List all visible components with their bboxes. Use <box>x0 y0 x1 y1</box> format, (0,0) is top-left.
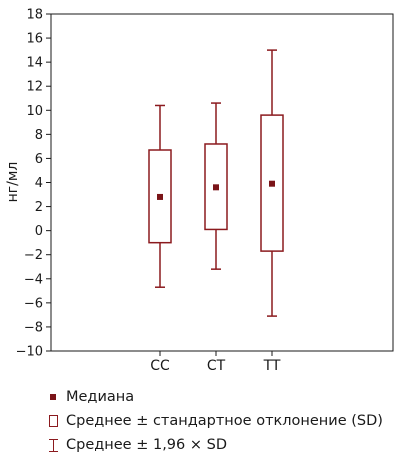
box-group <box>260 49 284 317</box>
y-axis: −10 −8 −6 −4 −2 0 2 4 6 8 10 12 14 16 18 <box>16 8 51 360</box>
y-tick-label: 18 <box>26 8 43 23</box>
box-symbol-icon <box>44 415 62 427</box>
legend-label-whisker: Среднее ± 1,96 × SD <box>66 437 227 453</box>
y-tick-label: 4 <box>35 176 43 191</box>
legend-item-whisker: Среднее ± 1,96 × SD <box>44 433 383 457</box>
y-axis-label: нг/мл <box>5 162 21 203</box>
median-marker <box>157 193 163 200</box>
y-tick-label: 10 <box>26 104 43 119</box>
y-tick-label: −4 <box>24 272 43 287</box>
y-tick-label: −2 <box>24 248 43 263</box>
y-tick-label: −6 <box>24 296 43 311</box>
median-marker <box>213 184 219 191</box>
y-tick-label: −10 <box>16 345 43 360</box>
box-group <box>204 102 228 270</box>
y-tick-label: 2 <box>35 200 43 215</box>
legend: Медиана Среднее ± стандартное отклонение… <box>44 385 383 457</box>
legend-item-median: Медиана <box>44 385 383 409</box>
boxes <box>148 49 284 317</box>
box-plot-chart: −10 −8 −6 −4 −2 0 2 4 6 8 10 12 14 16 18 CC CT TT нг/мл <box>5 8 394 374</box>
y-tick-label: 12 <box>26 80 43 95</box>
y-tick-label: 0 <box>35 224 43 239</box>
legend-label-box: Среднее ± стандартное отклонение (SD) <box>66 413 383 429</box>
median-marker-icon <box>44 394 62 400</box>
x-tick-label: TT <box>263 358 281 374</box>
x-tick-label: CC <box>150 358 170 374</box>
x-tick-label: CT <box>207 358 226 374</box>
y-tick-label: −8 <box>24 320 43 335</box>
y-tick-label: 6 <box>35 152 43 167</box>
y-tick-label: 16 <box>26 32 43 47</box>
box-group <box>148 104 172 288</box>
legend-item-box: Среднее ± стандартное отклонение (SD) <box>44 409 383 433</box>
legend-label-median: Медиана <box>66 389 135 405</box>
median-marker <box>269 180 275 187</box>
x-axis: CC CT TT <box>150 351 281 374</box>
whisker-symbol-icon <box>44 438 62 452</box>
y-tick-label: 8 <box>35 128 43 143</box>
y-tick-label: 14 <box>26 56 43 71</box>
